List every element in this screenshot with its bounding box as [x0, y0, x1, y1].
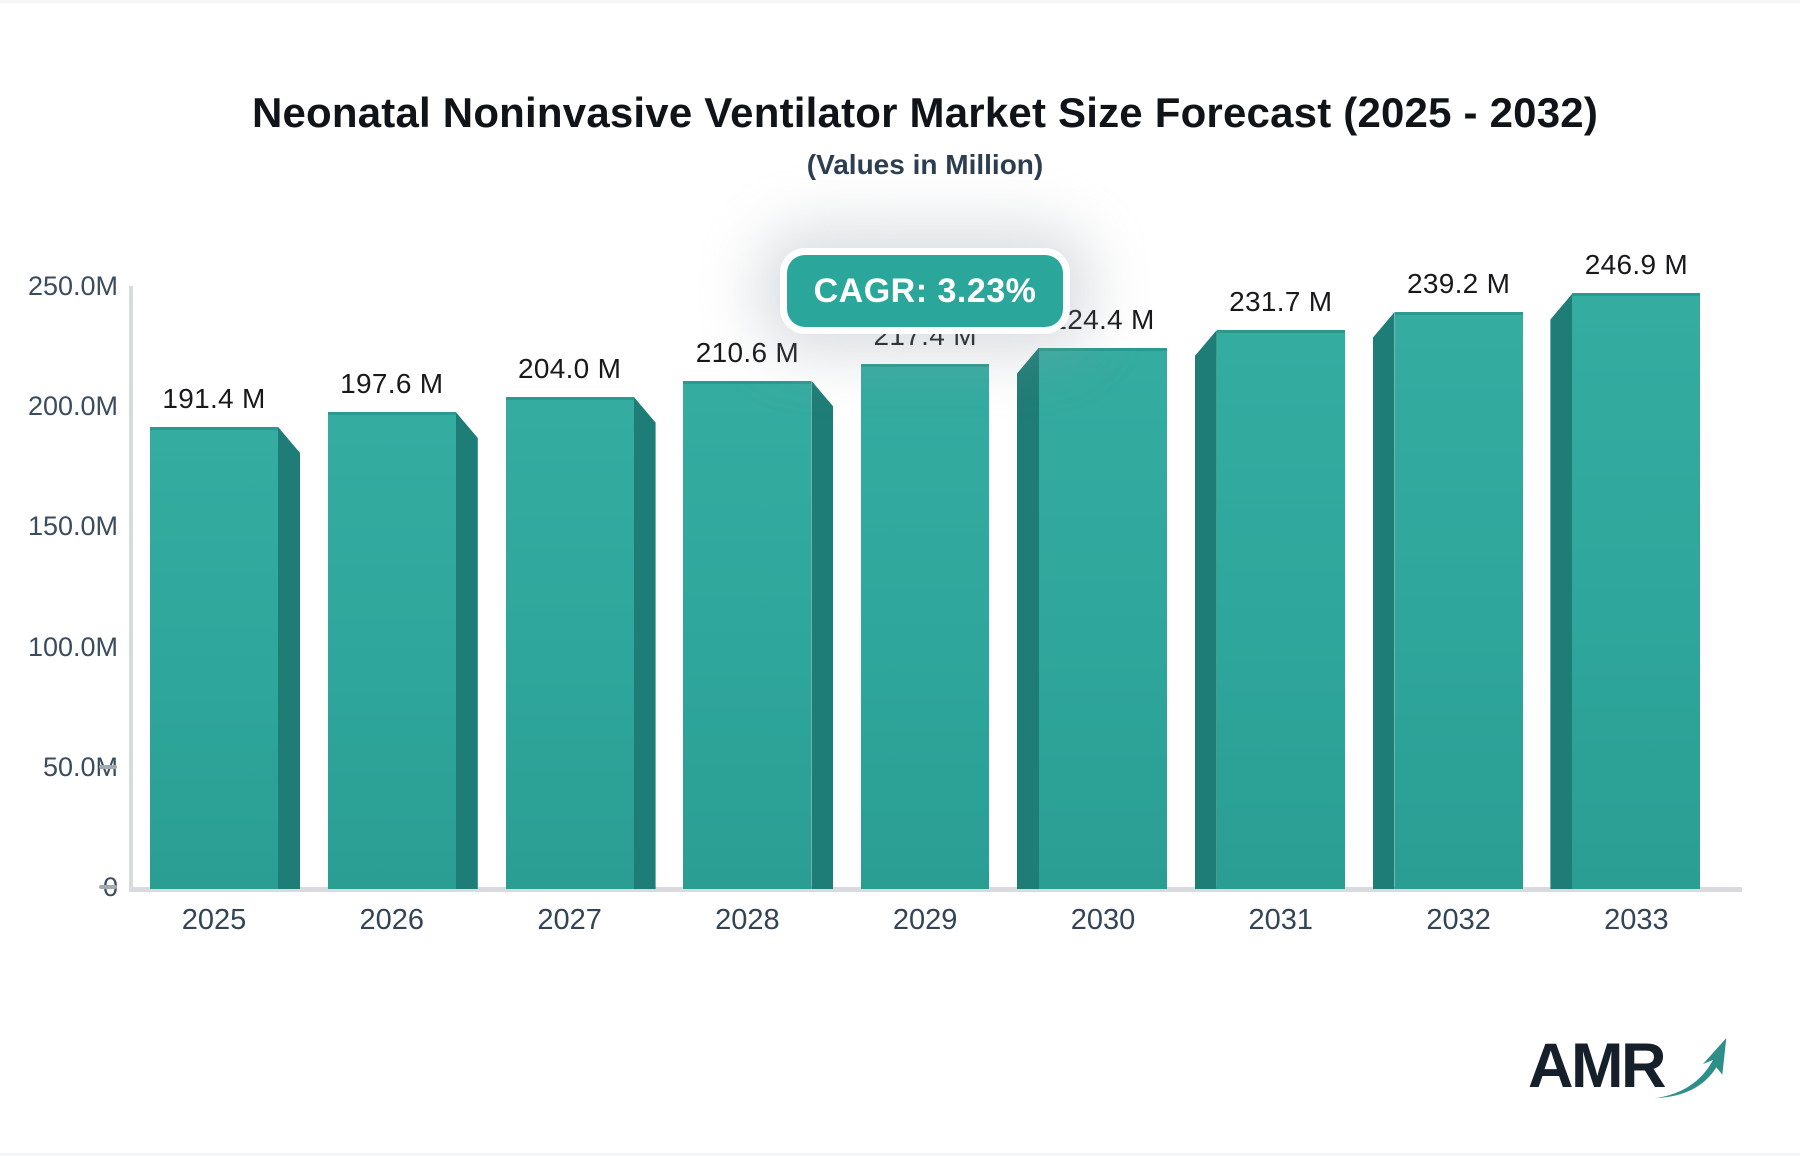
cagr-badge-label: CAGR: 3.23%	[813, 271, 1037, 310]
chart-header: Neonatal Noninvasive Ventilator Market S…	[0, 0, 1800, 181]
chart-title: Neonatal Noninvasive Ventilator Market S…	[251, 89, 1599, 136]
x-axis-label-2028: 2028	[715, 904, 780, 936]
x-axis-label-2033: 2033	[1604, 904, 1669, 936]
bar-value-label-2031: 231.7 M	[1229, 285, 1333, 317]
bar-2028[interactable]	[683, 380, 812, 889]
bar-2033[interactable]	[1572, 293, 1701, 889]
x-axis-label-2027: 2027	[537, 904, 602, 936]
bar-value-label-2027: 204.0 M	[517, 352, 622, 384]
page-bottom-edge	[0, 1153, 1800, 1156]
cagr-badge: CAGR: 3.23%	[787, 255, 1063, 327]
bar-2026[interactable]	[327, 411, 456, 889]
bar-value-label-2033: 246.9 M	[1584, 249, 1689, 281]
bar-value-label-2028: 210.6 M	[695, 336, 800, 368]
bar-side-bevel-2027	[633, 396, 656, 889]
chart-subtitle: (Values in Million)	[806, 149, 1044, 180]
x-axis-label-2029: 2029	[892, 904, 958, 936]
bar-2027[interactable]	[505, 396, 634, 889]
amr-logo-text: AMR	[1528, 1031, 1666, 1101]
y-axis-tick-label: 150.0M	[27, 511, 118, 542]
bar-side-bevel-2025	[278, 426, 300, 889]
page-top-edge	[0, 0, 1800, 3]
bar-2031[interactable]	[1216, 329, 1345, 889]
y-axis-line	[129, 286, 133, 892]
x-axis-label-2032: 2032	[1426, 904, 1491, 936]
x-axis-label-2031: 2031	[1248, 904, 1314, 936]
x-axis-line	[129, 887, 1742, 892]
bar-2029[interactable]	[861, 364, 990, 889]
bar-2032[interactable]	[1394, 311, 1523, 889]
y-axis-tick-mark	[99, 764, 117, 769]
bar-side-bevel-2031	[1194, 329, 1217, 889]
bar-side-bevel-2030	[1017, 347, 1039, 889]
bar-2030[interactable]	[1039, 347, 1167, 889]
bar-side-bevel-2026	[455, 411, 478, 889]
bar-side-bevel-2032	[1372, 311, 1395, 889]
bar-side-bevel-2028	[811, 380, 834, 889]
bar-value-label-2030: 224.4 M	[1051, 303, 1155, 335]
bar-value-label-2025: 191.4 M	[162, 382, 266, 414]
x-axis-label-2025: 2025	[181, 904, 247, 936]
x-axis-label-2026: 2026	[359, 904, 425, 936]
y-axis-tick-label: 250.0M	[27, 271, 118, 301]
x-axis-label-2030: 2030	[1070, 904, 1136, 936]
bar-value-label-2032: 239.2 M	[1406, 267, 1511, 299]
y-axis-tick-label: 100.0M	[27, 631, 118, 662]
y-axis-tick-mark	[99, 885, 117, 889]
amr-logo: AMR	[1528, 1034, 1736, 1100]
bar-side-bevel-2033	[1550, 293, 1573, 889]
y-axis-tick-label: 200.0M	[27, 391, 118, 422]
growth-arrow-icon	[1656, 1038, 1727, 1098]
bar-2025[interactable]	[150, 426, 278, 889]
bar-value-label-2026: 197.6 M	[340, 367, 444, 399]
